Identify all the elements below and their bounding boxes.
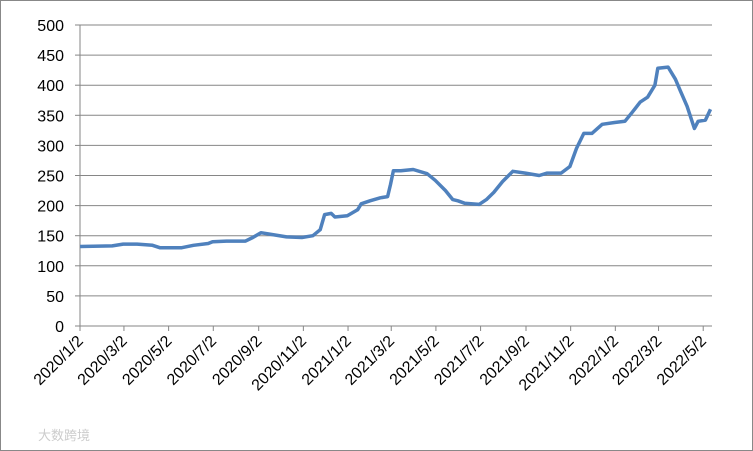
y-tick-label: 0: [55, 319, 64, 336]
y-tick-label: 300: [37, 138, 64, 155]
y-tick-label: 200: [37, 199, 64, 216]
y-tick-label: 450: [37, 48, 64, 65]
y-tick-label: 250: [37, 169, 64, 186]
y-tick-label: 50: [46, 289, 64, 306]
y-tick-label: 500: [37, 18, 64, 35]
y-tick-label: 400: [37, 78, 64, 95]
y-tick-label: 150: [37, 229, 64, 246]
watermark: 大数跨境: [38, 428, 90, 443]
y-tick-label: 350: [37, 108, 64, 125]
line-series: [79, 65, 713, 250]
y-tick-label: 100: [37, 259, 64, 276]
